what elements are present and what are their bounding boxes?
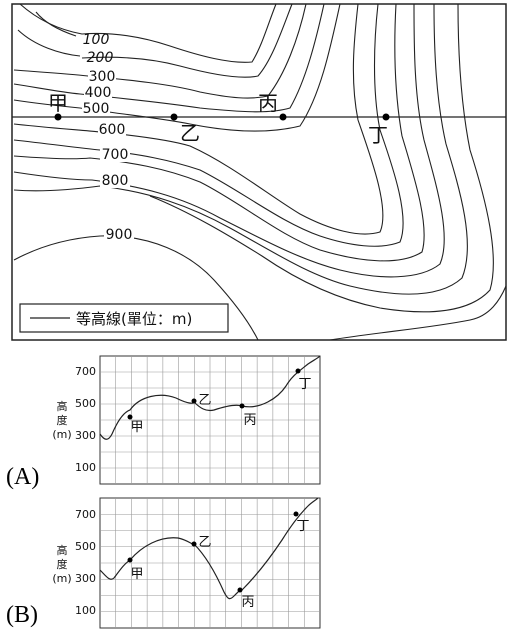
profile-b-point-labels: 甲 乙 丙 丁	[130, 519, 309, 610]
profile-b-point-ding	[293, 511, 299, 517]
contour-label-800: 800	[102, 173, 129, 189]
profile-a-point-yi	[191, 398, 197, 404]
contour-label-200: 200	[87, 50, 114, 66]
contour-label-100: 100	[83, 32, 110, 48]
profile-a-point-jia	[127, 414, 133, 420]
profile-b-point-yi	[191, 541, 197, 547]
profile-b-ylabel-2: 度	[57, 557, 68, 571]
contour-label-400: 400	[85, 85, 112, 101]
profile-a-ylabel-unit: (m)	[52, 428, 71, 441]
profile-b-label-bing: 丙	[241, 595, 254, 610]
contour-200	[17, 29, 81, 57]
point-jia	[54, 113, 62, 121]
profile-a-ytick-300: 300	[75, 429, 96, 442]
contour-label-900: 900	[106, 227, 133, 243]
point-ding	[382, 113, 390, 121]
profile-b-label-ding: 丁	[296, 519, 309, 534]
topographic-map: 100 200 300 400 500 600 700 800 900	[11, 3, 507, 341]
profile-a-ylabel: 高 度 (m)	[52, 399, 71, 441]
option-b-label: (B)	[6, 602, 38, 628]
profile-b-point-bing	[237, 587, 243, 593]
profile-b: 700 500 300 100 高 度 (m) 甲 乙 丙 丁 (B)	[6, 497, 321, 629]
profile-b-points	[127, 511, 299, 593]
profile-a-grid	[99, 355, 321, 485]
profile-b-ylabel-1: 高	[57, 543, 68, 557]
legend-text: 等高線(單位：m)	[76, 310, 192, 328]
option-a-label: (A)	[6, 464, 39, 490]
profile-a-label-jia: 甲	[130, 420, 143, 435]
profile-a-label-yi: 乙	[198, 393, 211, 408]
point-label-ding: 丁	[368, 123, 388, 147]
profile-b-label-jia: 甲	[130, 567, 143, 582]
profile-b-ytick-300: 300	[75, 572, 96, 585]
point-label-bing: 丙	[258, 91, 278, 115]
contour-label-300: 300	[89, 69, 116, 85]
section-points	[54, 113, 390, 121]
contour-500	[13, 3, 341, 132]
profile-b-curve	[99, 497, 319, 600]
profile-a-ytick-500: 500	[75, 397, 96, 410]
profile-a-ylabel-2: 度	[57, 413, 68, 427]
profile-a-point-labels: 甲 乙 丙 丁	[130, 377, 311, 435]
contour-400	[13, 3, 325, 113]
profile-b-grid	[99, 497, 321, 629]
contour-spur-2	[81, 3, 293, 78]
point-bing	[279, 113, 287, 121]
profile-a-ytick-100: 100	[75, 461, 96, 474]
contour-valley-3	[149, 3, 494, 313]
profile-a-label-ding: 丁	[298, 377, 311, 392]
contour-label-500: 500	[83, 101, 110, 117]
profile-a-points	[127, 368, 301, 420]
map-legend: 等高線(單位：m)	[19, 303, 229, 333]
map-frame	[11, 3, 507, 341]
profile-a-point-bing	[239, 403, 245, 409]
contour-spur-1	[19, 3, 277, 63]
profile-a-yticks: 700 500 300 100	[75, 365, 96, 474]
point-yi	[170, 113, 178, 121]
contour-900	[13, 235, 259, 341]
contour-lower-right	[329, 285, 507, 341]
point-label-jia: 甲	[48, 91, 68, 115]
contour-label-600: 600	[99, 122, 126, 138]
profile-a: 700 500 300 100 高 度 (m) 甲 乙 丙 丁 (A)	[6, 355, 321, 490]
point-label-yi: 乙	[180, 121, 200, 145]
profile-a-label-bing: 丙	[243, 413, 256, 428]
profile-b-ytick-700: 700	[75, 508, 96, 521]
profile-b-ylabel: 高 度 (m)	[52, 543, 71, 585]
profile-b-ytick-100: 100	[75, 604, 96, 617]
profile-b-point-jia	[127, 557, 133, 563]
profile-a-point-ding	[295, 368, 301, 374]
profile-b-ytick-500: 500	[75, 540, 96, 553]
contour-label-700: 700	[102, 147, 129, 163]
point-labels: 甲 乙 丙 丁	[48, 91, 388, 147]
profile-a-curve	[99, 355, 321, 440]
contour-label-group-upright: 300 400 500 600 700 800 900	[82, 69, 134, 243]
profile-b-label-yi: 乙	[198, 535, 211, 550]
contour-label-group: 100 200	[83, 32, 114, 66]
profile-a-ylabel-1: 高	[57, 399, 68, 413]
profile-b-yticks: 700 500 300 100	[75, 508, 96, 617]
profile-b-ylabel-unit: (m)	[52, 572, 71, 585]
profile-a-ytick-700: 700	[75, 365, 96, 378]
contour-300	[13, 3, 307, 99]
